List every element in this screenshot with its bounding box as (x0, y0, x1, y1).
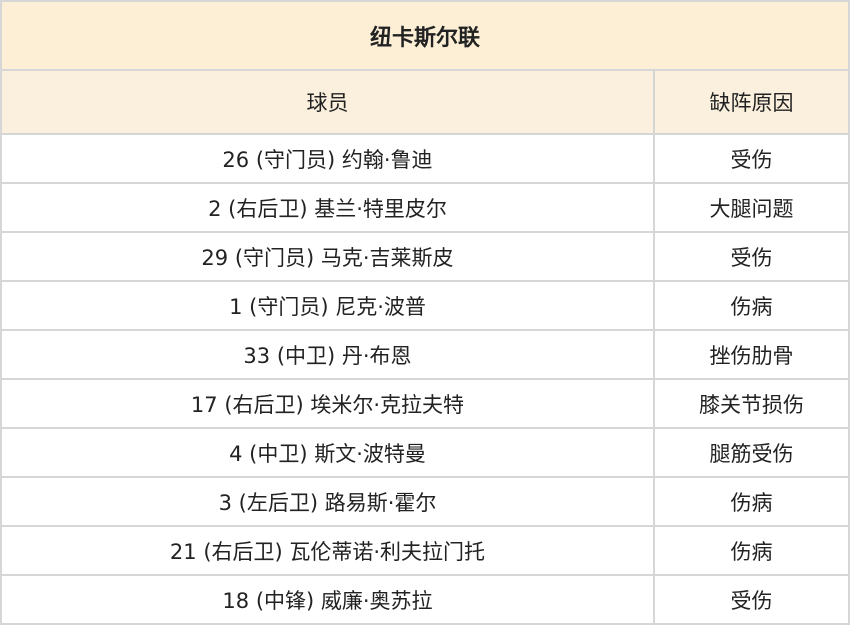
table-row: 26 (守门员) 约翰·鲁迪 受伤 (0, 133, 850, 184)
reason-cell: 膝关节损伤 (653, 378, 850, 429)
reason-cell: 伤病 (653, 476, 850, 527)
reason-cell: 伤病 (653, 280, 850, 331)
column-header-reason: 缺阵原因 (653, 69, 850, 135)
player-cell: 21 (右后卫) 瓦伦蒂诺·利夫拉门托 (0, 525, 655, 576)
reason-cell: 受伤 (653, 133, 850, 184)
reason-cell: 伤病 (653, 525, 850, 576)
table-row: 2 (右后卫) 基兰·特里皮尔 大腿问题 (0, 182, 850, 233)
table-row: 3 (左后卫) 路易斯·霍尔 伤病 (0, 476, 850, 527)
player-cell: 17 (右后卫) 埃米尔·克拉夫特 (0, 378, 655, 429)
table-row: 4 (中卫) 斯文·波特曼 腿筋受伤 (0, 427, 850, 478)
reason-cell: 挫伤肋骨 (653, 329, 850, 380)
player-cell: 29 (守门员) 马克·吉莱斯皮 (0, 231, 655, 282)
player-cell: 4 (中卫) 斯文·波特曼 (0, 427, 655, 478)
column-header-player: 球员 (0, 69, 655, 135)
reason-cell: 大腿问题 (653, 182, 850, 233)
player-cell: 2 (右后卫) 基兰·特里皮尔 (0, 182, 655, 233)
table-row: 21 (右后卫) 瓦伦蒂诺·利夫拉门托 伤病 (0, 525, 850, 576)
table-row: 17 (右后卫) 埃米尔·克拉夫特 膝关节损伤 (0, 378, 850, 429)
reason-cell: 受伤 (653, 574, 850, 625)
table-row: 1 (守门员) 尼克·波普 伤病 (0, 280, 850, 331)
reason-cell: 受伤 (653, 231, 850, 282)
team-title: 纽卡斯尔联 (0, 0, 850, 71)
player-cell: 26 (守门员) 约翰·鲁迪 (0, 133, 655, 184)
reason-cell: 腿筋受伤 (653, 427, 850, 478)
player-cell: 1 (守门员) 尼克·波普 (0, 280, 655, 331)
table-row: 18 (中锋) 威廉·奥苏拉 受伤 (0, 574, 850, 625)
player-cell: 3 (左后卫) 路易斯·霍尔 (0, 476, 655, 527)
table-row: 33 (中卫) 丹·布恩 挫伤肋骨 (0, 329, 850, 380)
player-cell: 18 (中锋) 威廉·奥苏拉 (0, 574, 655, 625)
player-cell: 33 (中卫) 丹·布恩 (0, 329, 655, 380)
table-row: 29 (守门员) 马克·吉莱斯皮 受伤 (0, 231, 850, 282)
